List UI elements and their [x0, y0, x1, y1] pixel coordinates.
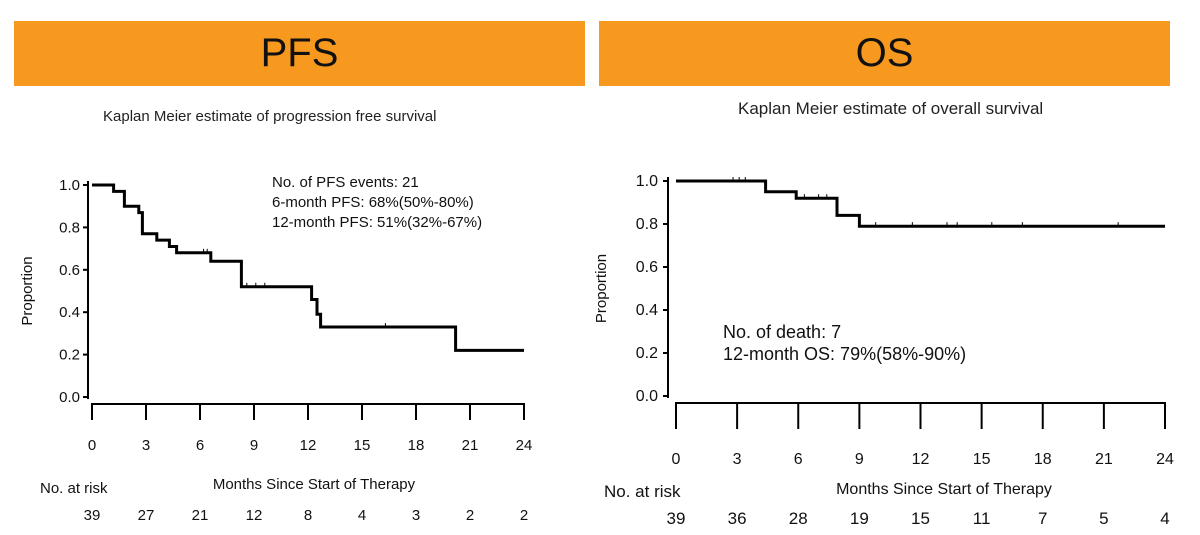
pfs-at-risk-count: 39 [84, 507, 101, 524]
pfs-banner-title: PFS [260, 31, 339, 75]
os-x-tick-label: 15 [973, 451, 991, 468]
pfs-x-tick-label: 21 [462, 437, 479, 454]
pfs-at-risk-count: 2 [520, 507, 528, 524]
os-banner: OS [599, 21, 1170, 86]
pfs-y-tick-label: 0.6 [59, 262, 80, 279]
os-y-tick-label: 1.0 [636, 173, 658, 190]
pfs-y-axis-label: Proportion [19, 256, 36, 325]
pfs-at-risk-count: 3 [412, 507, 420, 524]
os-x-tick-label: 3 [733, 451, 742, 468]
os-at-risk-count: 4 [1160, 509, 1169, 528]
pfs-at-risk-count: 2 [466, 507, 474, 524]
pfs-x-axis-label: Months Since Start of Therapy [213, 476, 416, 493]
os-annotation: No. of death: 7 [723, 322, 841, 342]
os-y-tick-label: 0.0 [636, 388, 658, 405]
os-y-axis-label: Proportion [593, 254, 610, 323]
pfs-x-tick-label: 9 [250, 437, 258, 454]
pfs-km-chart: 0.00.20.40.60.81.00 3 6 9 12 15 18 21 24Proporti… [19, 174, 533, 524]
os-y-tick-label: 0.2 [636, 345, 658, 362]
os-x-tick-label: 24 [1156, 451, 1174, 468]
pfs-y-tick-label: 0.2 [59, 347, 80, 364]
os-risk-label: No. at risk [604, 482, 681, 501]
pfs-x-tick-label: 18 [408, 437, 425, 454]
pfs-annotation: No. of PFS events: 21 [272, 174, 419, 191]
pfs-x-tick-label: 15 [354, 437, 371, 454]
os-chart-title: Kaplan Meier estimate of overall surviva… [738, 99, 1044, 118]
os-x-tick-label: 9 [855, 451, 864, 468]
os-at-risk-count: 7 [1038, 509, 1047, 528]
os-x-tick-label: 21 [1095, 451, 1113, 468]
pfs-chart-title: Kaplan Meier estimate of progression fre… [103, 108, 437, 125]
os-x-tick-label: 6 [794, 451, 803, 468]
pfs-survival-curve [92, 183, 524, 352]
pfs-annotation: 6-month PFS: 68%(50%-80%) [272, 194, 474, 211]
os-at-risk-count: 15 [911, 509, 930, 528]
pfs-y-tick-label: 1.0 [59, 177, 80, 194]
pfs-at-risk-count: 8 [304, 507, 312, 524]
pfs-x-tick-label: 3 [142, 437, 150, 454]
pfs-at-risk-count: 4 [358, 507, 366, 524]
os-x-axis-label: Months Since Start of Therapy [836, 481, 1052, 498]
os-at-risk-count: 19 [850, 509, 869, 528]
os-x-tick-label: 18 [1034, 451, 1052, 468]
pfs-y-tick-label: 0.8 [59, 219, 80, 236]
os-x-tick-label: 12 [912, 451, 930, 468]
os-survival-curve [676, 179, 1165, 228]
pfs-at-risk-count: 21 [192, 507, 209, 524]
pfs-x-tick-label: 12 [300, 437, 317, 454]
pfs-banner: PFS [14, 21, 585, 86]
pfs-annotation: 12-month PFS: 51%(32%-67%) [272, 214, 482, 231]
os-at-risk-count: 5 [1099, 509, 1108, 528]
os-x-tick-label: 0 [672, 451, 681, 468]
pfs-x-tick-label: 24 [516, 437, 533, 454]
pfs-at-risk-count: 27 [138, 507, 155, 524]
pfs-risk-label: No. at risk [40, 480, 108, 497]
os-y-tick-label: 0.4 [636, 302, 658, 319]
os-at-risk-count: 28 [789, 509, 808, 528]
os-y-tick-label: 0.8 [636, 216, 658, 233]
pfs-y-tick-label: 0.0 [59, 389, 80, 406]
pfs-x-tick-label: 6 [196, 437, 204, 454]
pfs-x-tick-label: 0 [88, 437, 96, 454]
os-annotation: 12-month OS: 79%(58%-90%) [723, 344, 966, 364]
os-banner-title: OS [855, 31, 914, 75]
os-at-risk-count: 36 [728, 509, 747, 528]
pfs-at-risk-count: 12 [246, 507, 263, 524]
os-at-risk-count: 11 [973, 509, 991, 528]
os-at-risk-count: 39 [667, 509, 686, 528]
pfs-y-tick-label: 0.4 [59, 304, 80, 321]
os-y-tick-label: 0.6 [636, 259, 658, 276]
